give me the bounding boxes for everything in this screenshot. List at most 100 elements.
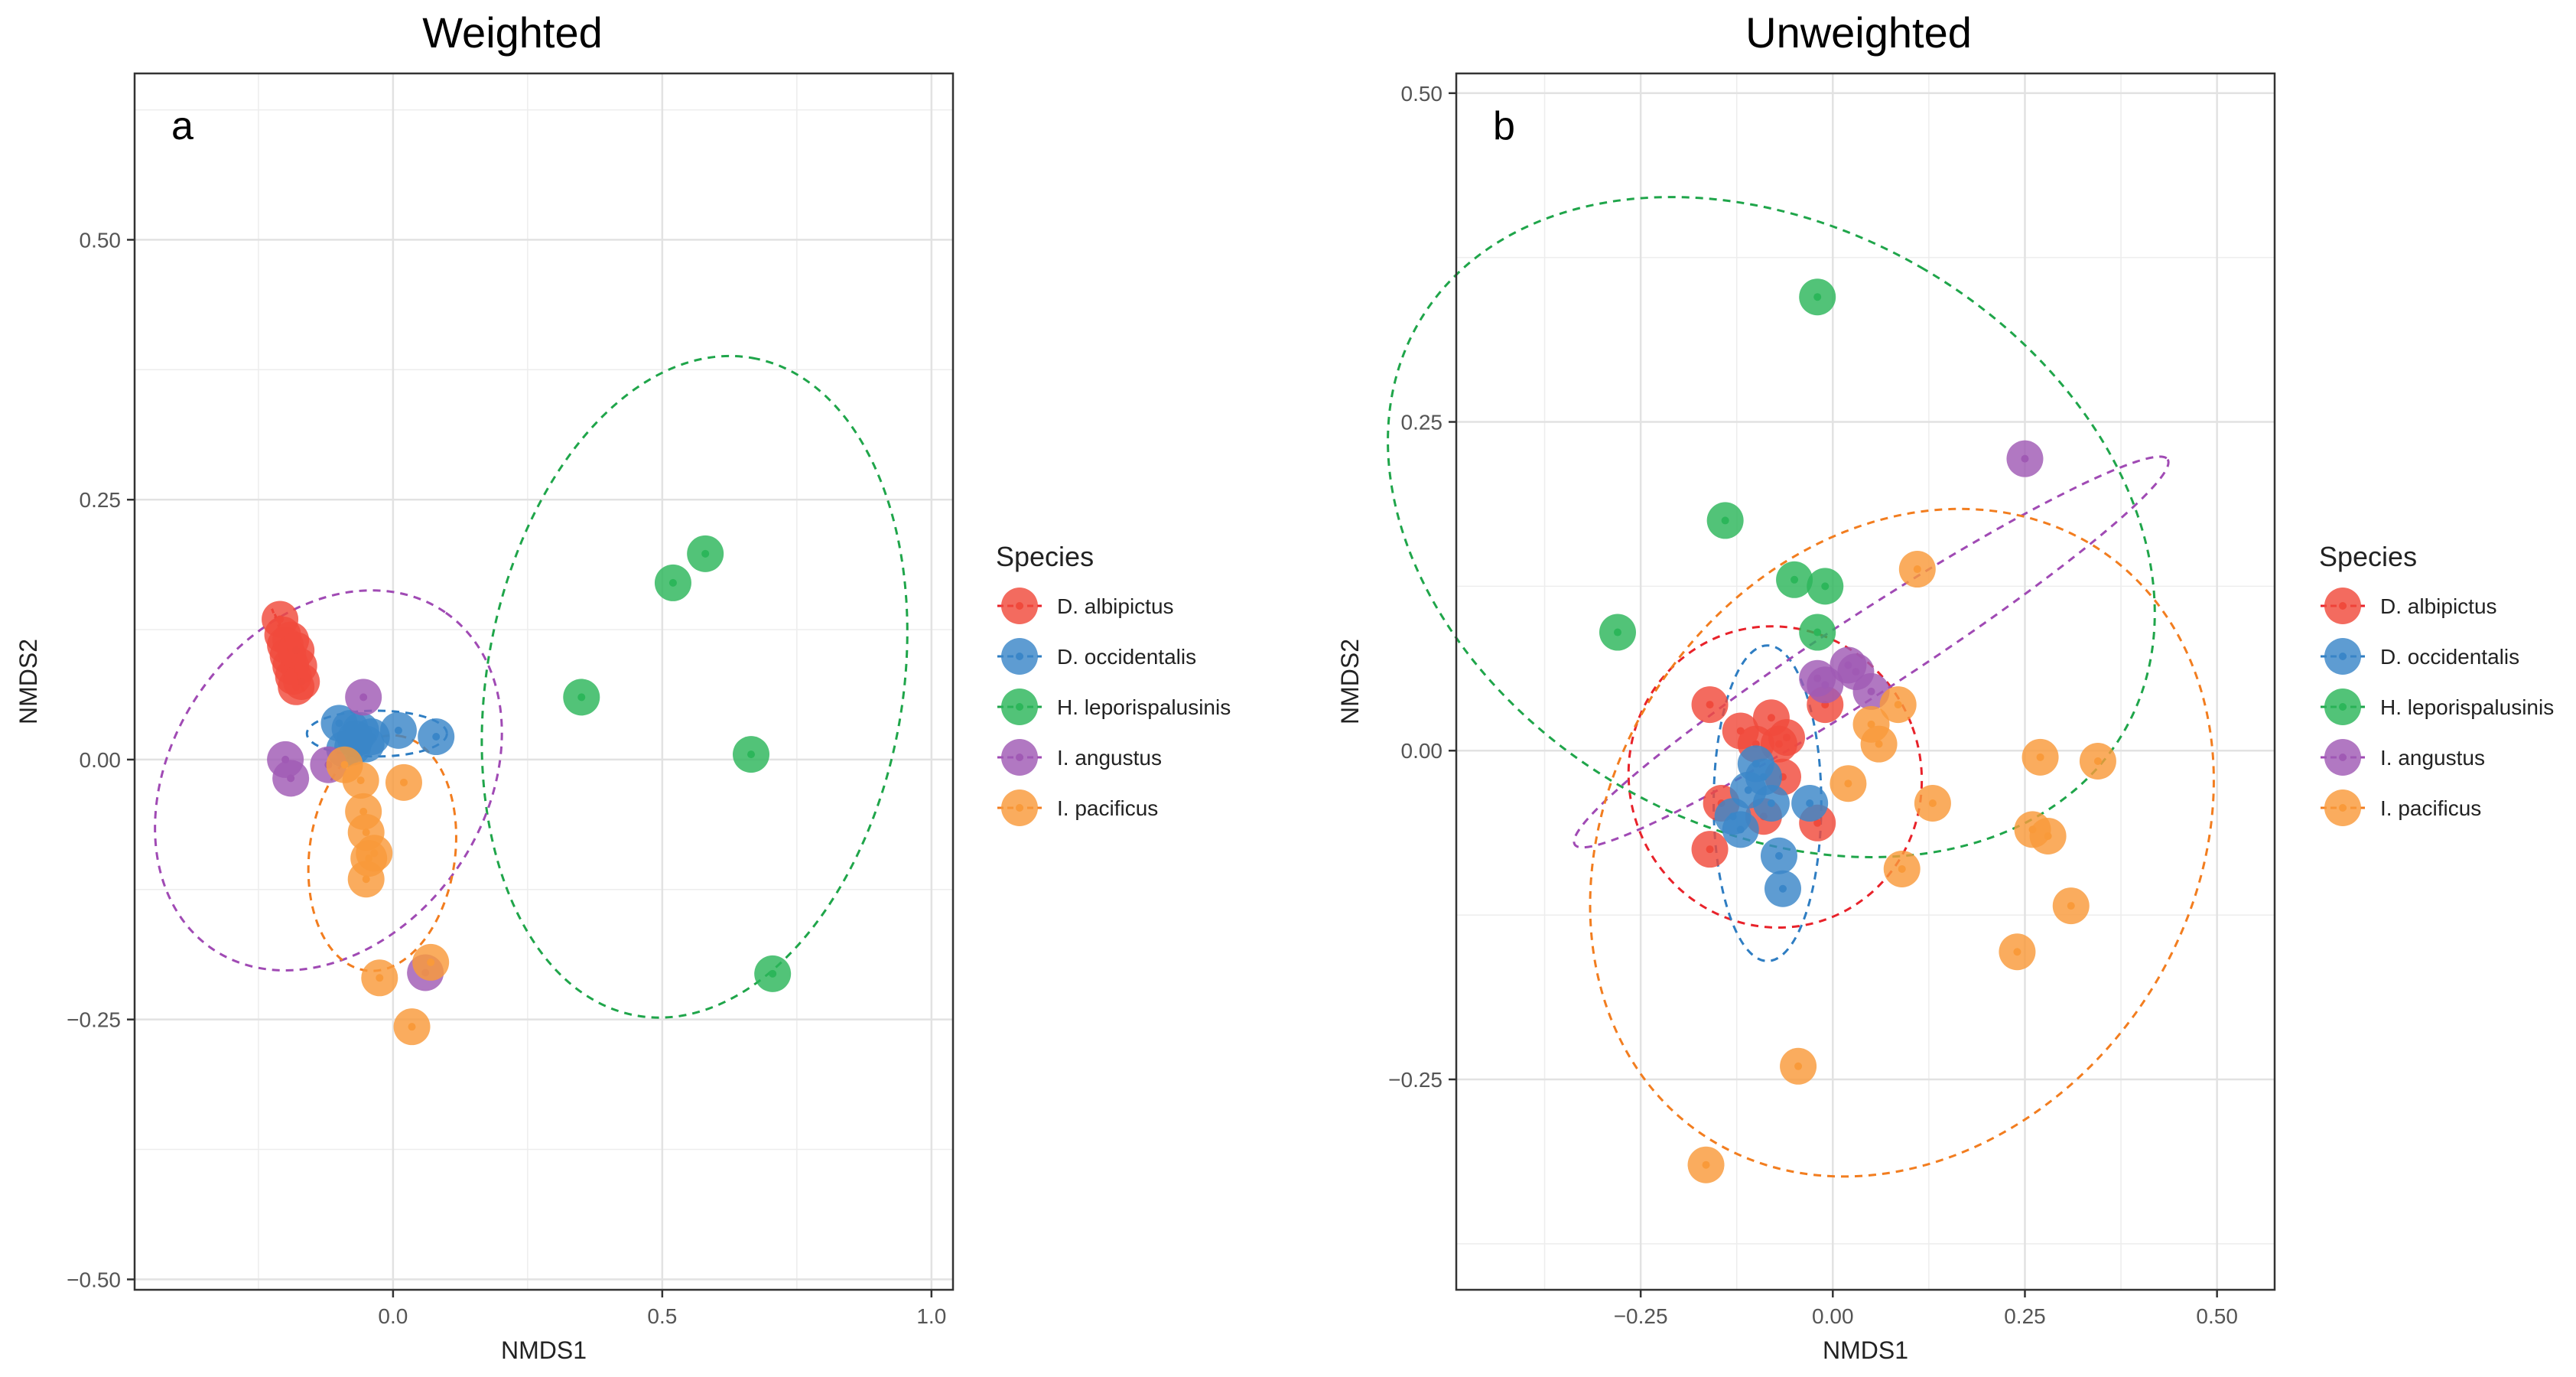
grid (135, 73, 953, 1290)
x-tick-label: 0.50 (2196, 1304, 2238, 1328)
point-i-pacificus (356, 835, 393, 872)
y-axis-label: NMDS2 (1336, 639, 1364, 724)
legend-label: H. leporispalusinis (2380, 695, 2554, 719)
point-d-occidentalis (379, 711, 417, 749)
legend-item-i-angustus: I. angustus (2321, 739, 2485, 776)
legend-label: I. angustus (2380, 746, 2485, 770)
point-h-leporispalusinis (754, 955, 792, 992)
point-i-pacificus (2079, 742, 2116, 780)
plot-border (133, 72, 955, 1291)
ellipse-i-angustus (1573, 455, 2170, 849)
point-i-angustus (345, 679, 382, 716)
point-i-pacificus (1687, 1146, 1725, 1183)
point-i-pacificus (1883, 850, 1921, 887)
point-i-pacificus (2029, 817, 2067, 855)
legend-label: I. pacificus (2380, 796, 2481, 820)
ellipse-h-leporispalusinis (480, 354, 909, 1019)
legend: Species D. albipictus D. occidentalis H. l… (996, 541, 1231, 826)
chart-title: Unweighted (1745, 8, 1972, 57)
y-tick-label: −0.25 (67, 1008, 121, 1032)
point-i-pacificus (1860, 725, 1898, 763)
point-i-pacificus (2021, 738, 2059, 776)
point-d-albipictus (278, 632, 315, 669)
legend-item-d-albipictus: D. albipictus (2321, 588, 2497, 624)
plot-background (135, 73, 953, 1290)
x-tick-label: 0.0 (378, 1304, 408, 1328)
point-i-pacificus (342, 762, 379, 799)
chart-title: Weighted (422, 8, 603, 57)
legend-item-d-albipictus: D. albipictus (997, 588, 1174, 624)
point-i-angustus (1799, 659, 1836, 697)
point-i-pacificus (1914, 785, 1951, 822)
legend-title: Species (2319, 541, 2417, 572)
point-i-pacificus (361, 959, 398, 997)
points (1599, 278, 2116, 1183)
point-h-leporispalusinis (1799, 278, 1836, 316)
point-d-occidentalis (1791, 785, 1829, 822)
legend-item-i-pacificus: I. pacificus (997, 789, 1158, 826)
legend-label: H. leporispalusinis (1057, 695, 1231, 719)
legend-label: D. occidentalis (1057, 645, 1196, 669)
legend: Species D. albipictus D. occidentalis H. l… (2319, 541, 2554, 826)
y-tick-label: 0.25 (1401, 411, 1443, 435)
point-i-pacificus (1879, 686, 1917, 724)
point-i-pacificus (1830, 765, 1867, 802)
x-tick-label: 0.25 (2004, 1304, 2046, 1328)
plot-border (1455, 72, 2276, 1291)
legend-item-h-leporispalusinis: H. leporispalusinis (2321, 688, 2554, 725)
y-tick-label: 0.25 (80, 488, 122, 512)
x-tick-label: 0.00 (1812, 1304, 1854, 1328)
legend-label: I. angustus (1057, 746, 1162, 770)
point-i-angustus (1837, 653, 1875, 691)
legend-label: D. occidentalis (2380, 645, 2519, 669)
point-i-pacificus (1780, 1047, 1817, 1085)
legend-label: D. albipictus (2380, 594, 2497, 618)
y-tick-label: 0.00 (80, 748, 122, 772)
legend-item-i-pacificus: I. pacificus (2321, 789, 2481, 826)
x-tick-label: 1.0 (916, 1304, 946, 1328)
point-d-occidentalis (418, 718, 455, 756)
point-d-occidentalis (1760, 837, 1797, 874)
legend-item-d-occidentalis: D. occidentalis (2321, 638, 2519, 675)
point-i-pacificus (385, 763, 422, 801)
x-axis-label: NMDS1 (501, 1336, 587, 1364)
x-tick-label: 0.5 (647, 1304, 677, 1328)
legend-item-h-leporispalusinis: H. leporispalusinis (997, 688, 1231, 725)
point-h-leporispalusinis (1776, 561, 1813, 598)
y-tick-label: 0.50 (1401, 82, 1443, 106)
x-axis-label: NMDS1 (1823, 1336, 1908, 1364)
y-axis-label: NMDS2 (15, 639, 42, 724)
axis-ticks: −0.25 0.00 0.25 0.50 −0.25 0.00 0.25 0.50 (1388, 82, 2238, 1328)
point-h-leporispalusinis (1706, 502, 1744, 539)
y-tick-label: 0.50 (80, 228, 122, 252)
y-tick-label: 0.00 (1401, 739, 1443, 763)
point-d-occidentalis (1752, 785, 1790, 822)
point-d-albipictus (1691, 686, 1729, 724)
y-tick-label: −0.50 (67, 1268, 121, 1291)
point-d-albipictus (1768, 719, 1806, 757)
ellipse-h-leporispalusinis (1387, 196, 2156, 858)
point-d-occidentalis (1764, 870, 1801, 907)
points (262, 535, 792, 1046)
panel-label: a (171, 104, 194, 148)
point-h-leporispalusinis (1807, 568, 1844, 605)
point-i-pacificus (393, 1008, 431, 1046)
legend-item-i-angustus: I. angustus (997, 739, 1162, 776)
point-h-leporispalusinis (687, 535, 724, 572)
point-h-leporispalusinis (563, 679, 600, 716)
point-i-pacificus (1898, 551, 1936, 588)
point-d-albipictus (283, 663, 320, 700)
point-h-leporispalusinis (1599, 614, 1636, 651)
y-tick-label: −0.25 (1388, 1068, 1442, 1092)
ellipse-i-angustus (154, 589, 503, 972)
panel-label: b (1493, 104, 1515, 148)
point-h-leporispalusinis (733, 736, 770, 773)
point-i-angustus (2006, 440, 2044, 477)
point-d-occidentalis (1714, 798, 1751, 835)
point-i-angustus (272, 760, 310, 797)
panel-unweighted: Unweighted −0.25 0.00 0.25 0.50 −0.25 0.00 0.2… (1336, 8, 2276, 1364)
legend-label: I. pacificus (1057, 796, 1158, 820)
x-tick-label: −0.25 (1614, 1304, 1668, 1328)
point-i-pacificus (412, 943, 450, 981)
